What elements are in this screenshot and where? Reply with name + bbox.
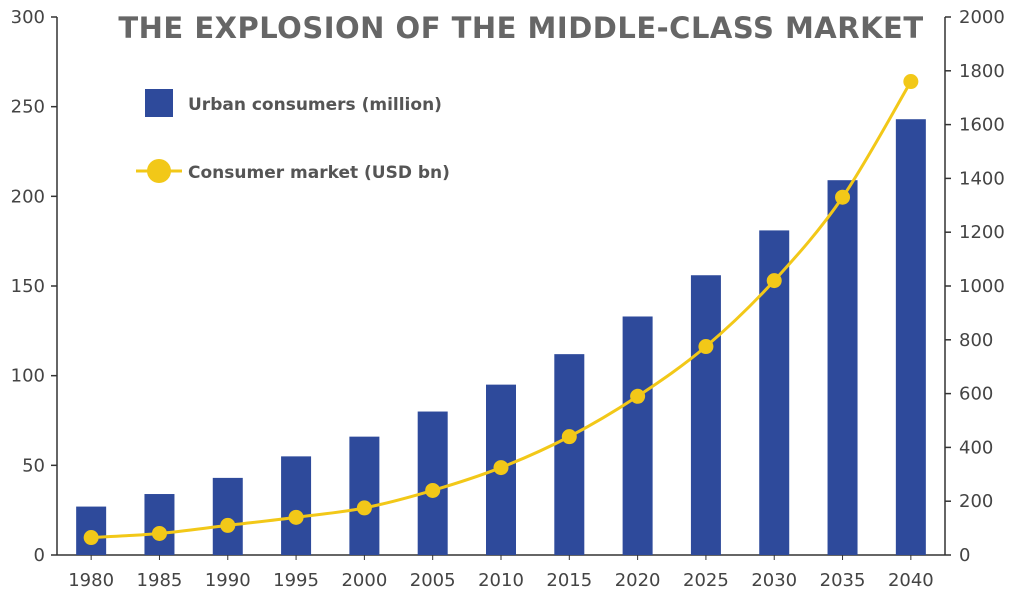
x-tick-label: 2025 [683, 570, 729, 591]
line-point [288, 509, 304, 525]
line-point [835, 189, 851, 205]
y-right-tick-label: 1800 [959, 61, 1005, 82]
axes: 0 50 100 150 200 250 300 0 200 400 600 800 1000 1200 1… [11, 7, 1005, 591]
y-right-tick-label: 800 [959, 330, 993, 351]
x-tick-label: 1980 [68, 570, 114, 591]
y-right-tick-label: 600 [959, 384, 993, 405]
bar [212, 477, 243, 555]
y-right-tick-label: 1400 [959, 168, 1005, 189]
x-tick-label: 2040 [888, 570, 934, 591]
x-tick-label: 2005 [410, 570, 456, 591]
x-tick-label: 1995 [273, 570, 319, 591]
y-right-tick-label: 0 [959, 545, 970, 566]
chart-title: THE EXPLOSION OF THE MIDDLE-CLASS MARKET [118, 11, 923, 45]
line-point [561, 429, 577, 445]
x-tick-label: 2000 [341, 570, 387, 591]
line-point [630, 388, 646, 404]
line-series [83, 74, 919, 546]
bar [690, 275, 721, 555]
x-tick-label: 2020 [615, 570, 661, 591]
y-left-tick-label: 150 [11, 276, 45, 297]
line-point [425, 482, 441, 498]
x-tick-label: 2035 [820, 570, 866, 591]
y-right-tick-label: 200 [959, 491, 993, 512]
bar [554, 354, 585, 555]
x-tick-label: 2010 [478, 570, 524, 591]
bars [76, 119, 926, 555]
y-left-tick-label: 0 [34, 545, 45, 566]
y-left-tick-label: 250 [11, 97, 45, 118]
y-right-tick-label: 1000 [959, 276, 1005, 297]
x-tick-label: 2015 [546, 570, 592, 591]
y-left-tick-label: 300 [11, 7, 45, 28]
line-point [903, 74, 919, 90]
y-right-tick-label: 1200 [959, 222, 1005, 243]
bar [349, 436, 380, 555]
line-point [493, 460, 509, 476]
bar [622, 316, 653, 555]
legend-line-label: Consumer market (USD bn) [188, 163, 450, 183]
legend-bar-label: Urban consumers (million) [188, 95, 442, 115]
x-tick-label: 1990 [205, 570, 251, 591]
legend: Urban consumers (million) Consumer marke… [136, 89, 450, 183]
y-right-tick-label: 400 [959, 437, 993, 458]
y-left-tick-label: 200 [11, 186, 45, 207]
line-point [83, 530, 99, 546]
bar [144, 494, 175, 555]
line-point [151, 525, 167, 541]
y-right-tick-label: 2000 [959, 7, 1005, 28]
bar [281, 456, 312, 555]
y-left-tick-label: 50 [22, 455, 45, 476]
y-right-tick-label: 1600 [959, 115, 1005, 136]
legend-bar-swatch [145, 89, 173, 117]
line-point [698, 339, 714, 355]
line-point [356, 500, 372, 516]
legend-line-marker [147, 159, 171, 183]
x-tick-label: 1985 [137, 570, 183, 591]
bar [895, 119, 926, 555]
bar [827, 180, 858, 555]
x-tick-label: 2030 [751, 570, 797, 591]
line-point [220, 517, 236, 533]
y-left-tick-label: 100 [11, 366, 45, 387]
line-point [766, 273, 782, 289]
